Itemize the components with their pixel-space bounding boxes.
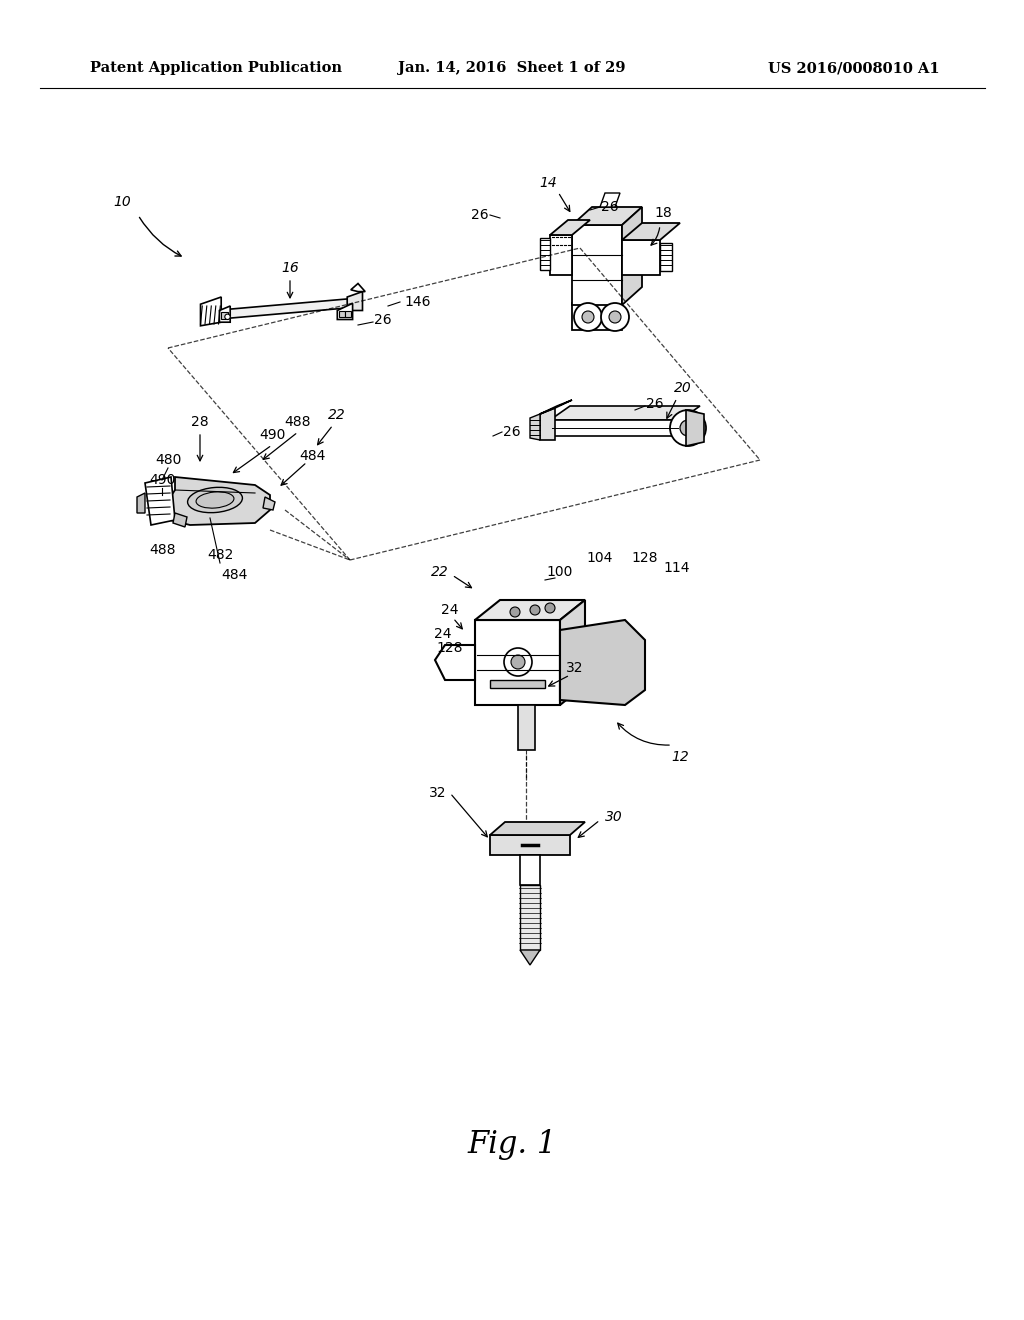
Circle shape [504,648,532,676]
Text: 22: 22 [431,565,449,579]
Text: 484: 484 [221,568,247,582]
Polygon shape [540,238,550,271]
Text: 14: 14 [539,176,557,190]
Polygon shape [520,855,540,884]
Polygon shape [214,298,349,319]
Text: 480: 480 [155,453,181,467]
Text: 24: 24 [441,603,459,616]
Text: 488: 488 [150,543,176,557]
Text: 26: 26 [503,425,521,440]
FancyBboxPatch shape [221,313,227,318]
Polygon shape [337,304,352,319]
Polygon shape [518,705,535,750]
Circle shape [582,312,594,323]
Circle shape [545,603,555,612]
Polygon shape [660,243,672,271]
Text: 22: 22 [328,408,346,422]
Polygon shape [347,292,362,310]
Text: 488: 488 [285,414,311,429]
Text: 32: 32 [429,785,446,800]
Text: 26: 26 [471,209,488,222]
Polygon shape [530,414,540,440]
Polygon shape [165,477,270,525]
Polygon shape [550,220,590,235]
Text: 26: 26 [601,201,618,214]
Text: Patent Application Publication: Patent Application Publication [90,61,342,75]
Polygon shape [263,498,275,510]
Text: US 2016/0008010 A1: US 2016/0008010 A1 [768,61,940,75]
Polygon shape [435,645,475,680]
Circle shape [601,304,629,331]
Circle shape [511,655,525,669]
Polygon shape [600,193,620,207]
Text: 128: 128 [437,642,463,655]
Text: 20: 20 [674,381,692,395]
Circle shape [670,411,706,446]
Polygon shape [622,223,680,240]
Polygon shape [572,224,622,305]
Polygon shape [475,601,585,620]
Text: 490: 490 [259,428,286,442]
Polygon shape [686,411,705,446]
Polygon shape [219,306,230,322]
FancyBboxPatch shape [339,312,344,317]
Text: 484: 484 [299,449,326,463]
Polygon shape [475,620,560,705]
Circle shape [574,304,602,331]
Polygon shape [550,420,680,436]
Text: 26: 26 [374,313,392,327]
Circle shape [680,420,696,436]
Polygon shape [490,836,570,855]
Polygon shape [490,680,545,688]
Text: Fig. 1: Fig. 1 [467,1130,557,1160]
Polygon shape [622,240,660,275]
Polygon shape [572,207,642,224]
Polygon shape [572,304,622,330]
Polygon shape [622,207,642,305]
Text: 100: 100 [547,565,573,579]
Polygon shape [540,408,555,440]
Text: 18: 18 [654,206,672,220]
Text: 146: 146 [404,294,431,309]
Polygon shape [520,950,540,965]
FancyBboxPatch shape [345,312,351,317]
Polygon shape [540,400,572,414]
Circle shape [609,312,621,323]
Circle shape [510,607,520,616]
Ellipse shape [187,487,243,512]
Text: 26: 26 [646,397,664,411]
Text: Jan. 14, 2016  Sheet 1 of 29: Jan. 14, 2016 Sheet 1 of 29 [398,61,626,75]
Polygon shape [550,407,700,420]
Text: 30: 30 [605,810,623,824]
Polygon shape [145,477,175,525]
Text: 12: 12 [671,750,689,764]
Circle shape [225,314,230,319]
Text: 482: 482 [207,548,233,562]
Polygon shape [560,601,585,705]
Polygon shape [490,822,585,836]
Text: 128: 128 [632,550,658,565]
Polygon shape [560,620,645,705]
Text: 10: 10 [113,195,131,209]
Polygon shape [173,513,187,527]
Text: 104: 104 [587,550,613,565]
Polygon shape [550,235,572,275]
Text: 16: 16 [282,261,299,275]
Polygon shape [201,297,221,326]
Ellipse shape [196,492,233,508]
Text: 28: 28 [191,414,209,429]
Text: 24: 24 [434,627,452,642]
Text: 490: 490 [148,473,175,487]
Text: 114: 114 [664,561,690,576]
Polygon shape [520,884,540,950]
Text: 32: 32 [566,661,584,675]
Polygon shape [351,284,366,292]
Polygon shape [137,492,145,513]
Circle shape [530,605,540,615]
